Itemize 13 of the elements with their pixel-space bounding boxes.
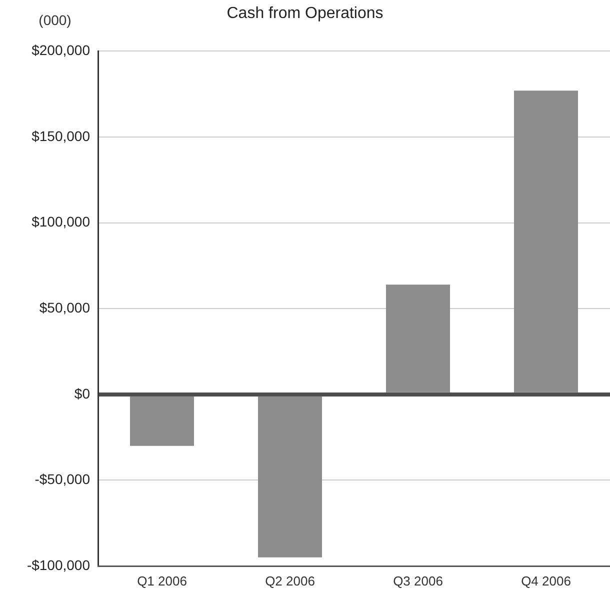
x-tick-label: Q2 2006 [265, 573, 315, 588]
y-tick-label: $50,000 [39, 299, 90, 316]
y-tick-label: $200,000 [32, 42, 90, 58]
y-tick-label: $100,000 [32, 214, 90, 230]
chart-title: Cash from Operations [226, 5, 384, 22]
x-tick-label: Q4 2006 [521, 573, 571, 588]
x-tick-label: Q3 2006 [393, 573, 443, 588]
y-tick-label: -$100,000 [26, 556, 90, 573]
y-tick-label: $0 [74, 385, 90, 402]
y-tick-label: $150,000 [32, 128, 90, 144]
x-tick-label: Q1 2006 [137, 573, 187, 588]
y-tick-label: -$50,000 [34, 471, 90, 488]
y-axis-title: (000) [38, 12, 72, 28]
